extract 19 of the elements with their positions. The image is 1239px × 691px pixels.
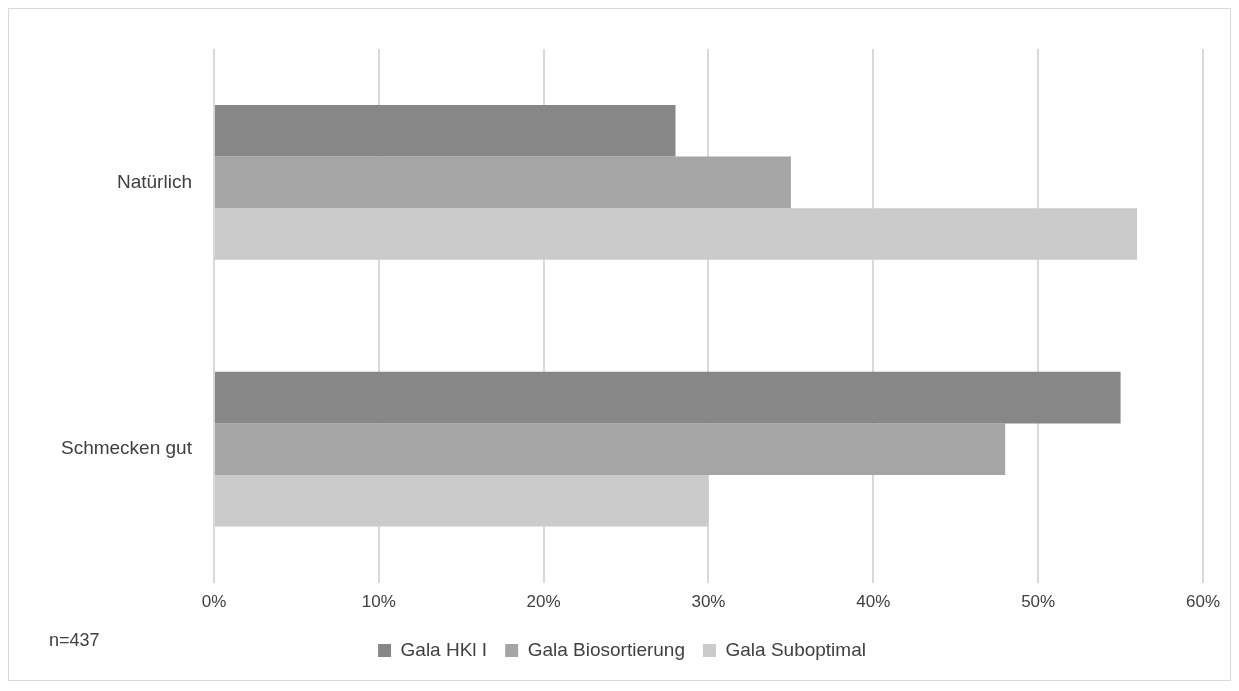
- x-tick-label: 60%: [1185, 592, 1220, 612]
- legend-label: Gala Suboptimal: [725, 638, 866, 660]
- x-tick-label: 40%: [856, 592, 891, 612]
- y-tick-label: Natürlich: [116, 170, 192, 192]
- x-tick-label: 20%: [526, 592, 561, 612]
- x-tick-label: 50%: [1021, 592, 1056, 612]
- bar: [214, 105, 676, 157]
- y-tick-label: Schmecken gut: [60, 437, 193, 459]
- bar: [214, 423, 1006, 475]
- x-tick-label: 30%: [691, 592, 726, 612]
- bar: [214, 371, 1121, 424]
- text: n=437: [49, 630, 100, 650]
- legend-label: Gala Biosortierung: [527, 638, 685, 660]
- legend-label: Gala HKl I: [400, 638, 488, 660]
- bar: [214, 156, 791, 209]
- bar: [214, 208, 1138, 260]
- bar: [214, 474, 709, 527]
- x-tick-label: 0%: [201, 592, 227, 612]
- x-tick-label: 10%: [361, 592, 396, 612]
